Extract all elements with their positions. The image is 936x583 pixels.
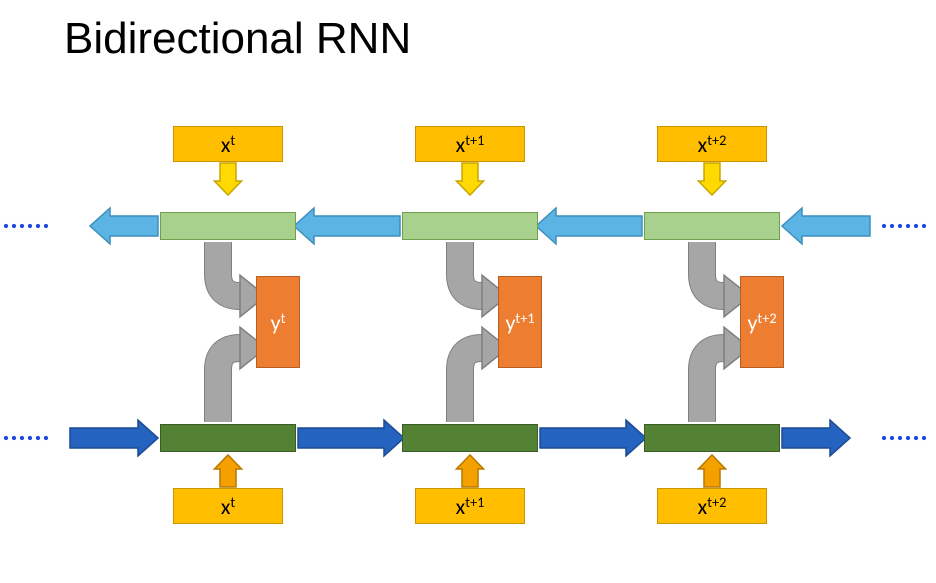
backward-cell-0 [160,212,296,240]
output-2: yt+2 [740,276,784,368]
backward-cell-2 [644,212,780,240]
forward-cell-0 [160,424,296,452]
forward-cell-2 [644,424,780,452]
output-0: yt [256,276,300,368]
bottom-input-1: xt+1 [415,488,525,524]
bottom-input-2: xt+2 [657,488,767,524]
dots-bottom-right [0,0,300,150]
top-input-2: xt+2 [657,126,767,162]
bottom-input-0: xt [173,488,283,524]
output-1: yt+1 [498,276,542,368]
forward-cell-1 [402,424,538,452]
backward-cell-1 [402,212,538,240]
top-input-1: xt+1 [415,126,525,162]
